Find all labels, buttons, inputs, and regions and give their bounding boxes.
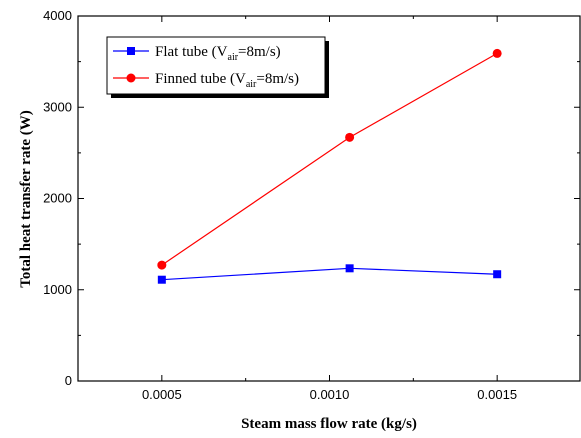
legend-label-prefix: Finned tube (V [155,71,246,87]
legend-label-suffix: =8m/s) [256,71,299,87]
legend-box [106,36,326,95]
y-tick-label: 4000 [43,8,72,23]
legend-label-suffix: =8m/s) [238,44,281,60]
legend-marker-square [127,47,135,55]
data-point-square [157,275,166,284]
data-point-circle [492,48,502,58]
legend-label-subscript: air [246,79,257,90]
legend: Flat tube (Vair=8m/s)Finned tube (Vair=8… [106,36,329,98]
series-line [161,267,498,281]
x-tick-label: 0.0010 [310,387,350,402]
legend-label-subscript: air [228,52,239,63]
x-axis-title: Steam mass flow rate (kg/s) [241,416,417,432]
x-tick-label: 0.0015 [477,387,517,402]
legend-label-prefix: Flat tube (V [155,44,228,60]
data-point-square [493,270,502,279]
legend-item-1: Flat tube (Vair=8m/s) [113,44,281,63]
y-axis-title: Total heat transfer rate (W) [18,110,34,287]
data-point-circle [345,132,355,142]
y-tick-label: 3000 [43,99,72,114]
x-tick-label: 0.0005 [142,387,182,402]
data-point-square [345,264,354,273]
y-tick-label: 1000 [43,282,72,297]
data-point-circle [157,260,167,270]
series-2 [157,48,502,270]
series-group [157,48,502,284]
legend-label: Flat tube (Vair=8m/s) [155,44,281,63]
y-tick-label: 2000 [43,191,72,206]
legend-item-2: Finned tube (Vair=8m/s) [113,71,299,90]
series-1 [157,264,502,284]
legend-marker-circle [126,73,136,83]
legend-label: Finned tube (Vair=8m/s) [155,71,299,90]
axes: 0.0005 0.0010 0.0015 0 1000 2000 3000 4000 [43,8,580,402]
y-tick-label: 0 [65,373,72,388]
